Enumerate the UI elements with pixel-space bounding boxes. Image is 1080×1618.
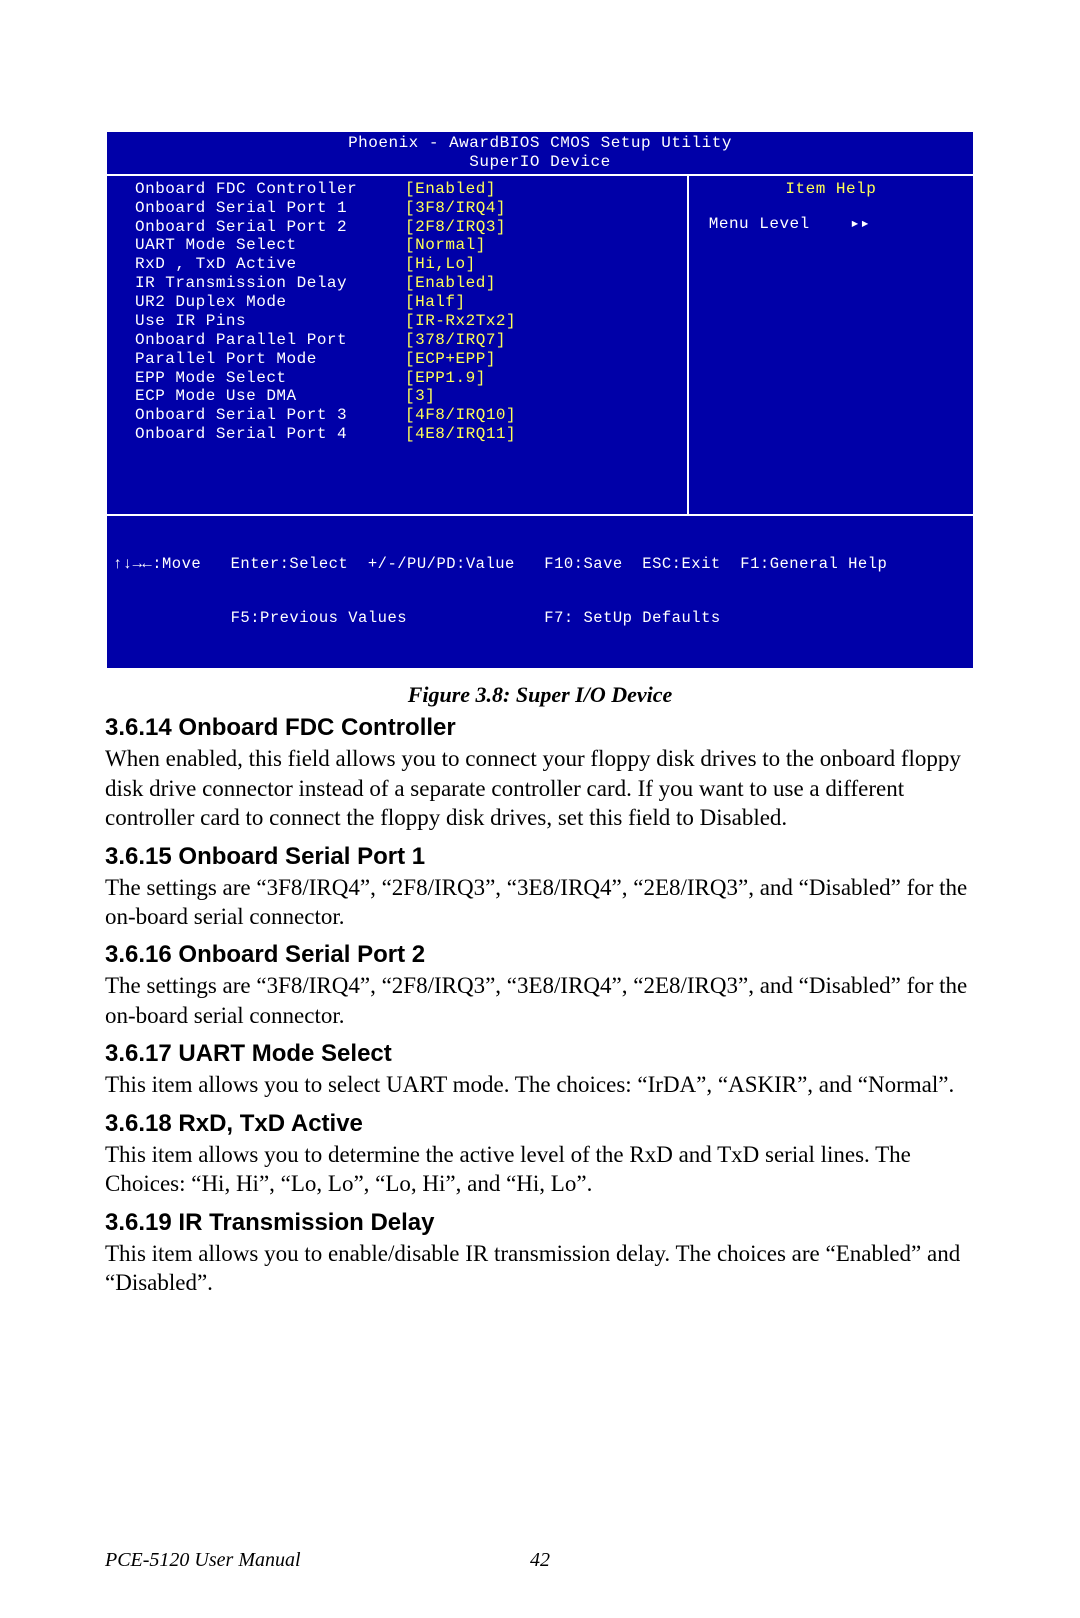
bios-setting-row[interactable]: UART Mode Select[Normal] (135, 236, 677, 255)
bios-settings-list: Onboard FDC Controller[Enabled]Onboard S… (107, 176, 689, 514)
bios-help-panel: Item Help Menu Level ▸▸ (689, 176, 973, 514)
bios-footer-line1: ↑↓→←:Move Enter:Select +/-/PU/PD:Value F… (113, 555, 967, 573)
bios-menu-level: Menu Level ▸▸ (699, 215, 963, 234)
figure-caption: Figure 3.8: Super I/O Device (105, 682, 975, 708)
bios-setting-value[interactable]: [Enabled] (405, 274, 496, 293)
bios-setting-label: Use IR Pins (135, 312, 405, 331)
bios-setting-value[interactable]: [IR-Rx2Tx2] (405, 312, 516, 331)
bios-setting-row[interactable]: Use IR Pins[IR-Rx2Tx2] (135, 312, 677, 331)
bios-setting-label: Onboard Serial Port 4 (135, 425, 405, 444)
bios-setting-label: RxD , TxD Active (135, 255, 405, 274)
bios-setting-label: Onboard Serial Port 2 (135, 218, 405, 237)
bios-footer-line2: F5:Previous Values F7: SetUp Defaults (113, 609, 967, 627)
bios-setting-label: IR Transmission Delay (135, 274, 405, 293)
bios-setting-label: Onboard FDC Controller (135, 180, 405, 199)
bios-setting-label: Onboard Parallel Port (135, 331, 405, 350)
section-body: This item allows you to determine the ac… (105, 1140, 975, 1199)
bios-setting-value[interactable]: [378/IRQ7] (405, 331, 506, 350)
bios-setting-label: Onboard Serial Port 3 (135, 406, 405, 425)
bios-setting-row[interactable]: Onboard FDC Controller[Enabled] (135, 180, 677, 199)
section-heading: 3.6.18 RxD, TxD Active (105, 1110, 975, 1138)
bios-setting-label: Onboard Serial Port 1 (135, 199, 405, 218)
section-heading: 3.6.14 Onboard FDC Controller (105, 714, 975, 742)
section-body: This item allows you to enable/disable I… (105, 1239, 975, 1298)
bios-setting-value[interactable]: [Enabled] (405, 180, 496, 199)
bios-setting-value[interactable]: [2F8/IRQ3] (405, 218, 506, 237)
bios-setting-label: EPP Mode Select (135, 369, 405, 388)
bios-setting-label: ECP Mode Use DMA (135, 387, 405, 406)
bios-setting-row[interactable]: Onboard Parallel Port[378/IRQ7] (135, 331, 677, 350)
section-heading: 3.6.19 IR Transmission Delay (105, 1209, 975, 1237)
bios-setting-value[interactable]: [Hi,Lo] (405, 255, 476, 274)
bios-screenshot: Phoenix - AwardBIOS CMOS Setup Utility S… (105, 130, 975, 670)
bios-setting-row[interactable]: IR Transmission Delay[Enabled] (135, 274, 677, 293)
bios-setting-label: UART Mode Select (135, 236, 405, 255)
bios-title-line1: Phoenix - AwardBIOS CMOS Setup Utility (348, 134, 732, 152)
bios-setting-value[interactable]: [3F8/IRQ4] (405, 199, 506, 218)
bios-setting-row[interactable]: Parallel Port Mode[ECP+EPP] (135, 350, 677, 369)
bios-setting-row[interactable]: ECP Mode Use DMA[3] (135, 387, 677, 406)
bios-setting-value[interactable]: [Normal] (405, 236, 486, 255)
section-heading: 3.6.15 Onboard Serial Port 1 (105, 843, 975, 871)
bios-setting-value[interactable]: [Half] (405, 293, 466, 312)
bios-title-line2: SuperIO Device (469, 153, 610, 171)
section-body: The settings are “3F8/IRQ4”, “2F8/IRQ3”,… (105, 971, 975, 1030)
bios-footer: ↑↓→←:Move Enter:Select +/-/PU/PD:Value F… (107, 516, 973, 668)
bios-setting-label: Parallel Port Mode (135, 350, 405, 369)
bios-setting-row[interactable]: Onboard Serial Port 1[3F8/IRQ4] (135, 199, 677, 218)
bios-setting-value[interactable]: [ECP+EPP] (405, 350, 496, 369)
bios-setting-row[interactable]: Onboard Serial Port 4[4E8/IRQ11] (135, 425, 677, 444)
bios-title: Phoenix - AwardBIOS CMOS Setup Utility S… (107, 132, 973, 174)
bios-setting-row[interactable]: Onboard Serial Port 3[4F8/IRQ10] (135, 406, 677, 425)
section-body: When enabled, this field allows you to c… (105, 744, 975, 832)
bios-setting-row[interactable]: RxD , TxD Active[Hi,Lo] (135, 255, 677, 274)
section-body: The settings are “3F8/IRQ4”, “2F8/IRQ3”,… (105, 873, 975, 932)
section-body: This item allows you to select UART mode… (105, 1070, 975, 1099)
bios-setting-value[interactable]: [3] (405, 387, 435, 406)
bios-main-panel: Onboard FDC Controller[Enabled]Onboard S… (107, 174, 973, 516)
bios-setting-label: UR2 Duplex Mode (135, 293, 405, 312)
bios-setting-value[interactable]: [EPP1.9] (405, 369, 486, 388)
section-heading: 3.6.17 UART Mode Select (105, 1040, 975, 1068)
section-heading: 3.6.16 Onboard Serial Port 2 (105, 941, 975, 969)
bios-setting-value[interactable]: [4E8/IRQ11] (405, 425, 516, 444)
page-number: 42 (0, 1549, 1080, 1572)
bios-help-title: Item Help (699, 180, 963, 215)
bios-setting-value[interactable]: [4F8/IRQ10] (405, 406, 516, 425)
bios-setting-row[interactable]: UR2 Duplex Mode[Half] (135, 293, 677, 312)
bios-setting-row[interactable]: EPP Mode Select[EPP1.9] (135, 369, 677, 388)
bios-setting-row[interactable]: Onboard Serial Port 2[2F8/IRQ3] (135, 218, 677, 237)
